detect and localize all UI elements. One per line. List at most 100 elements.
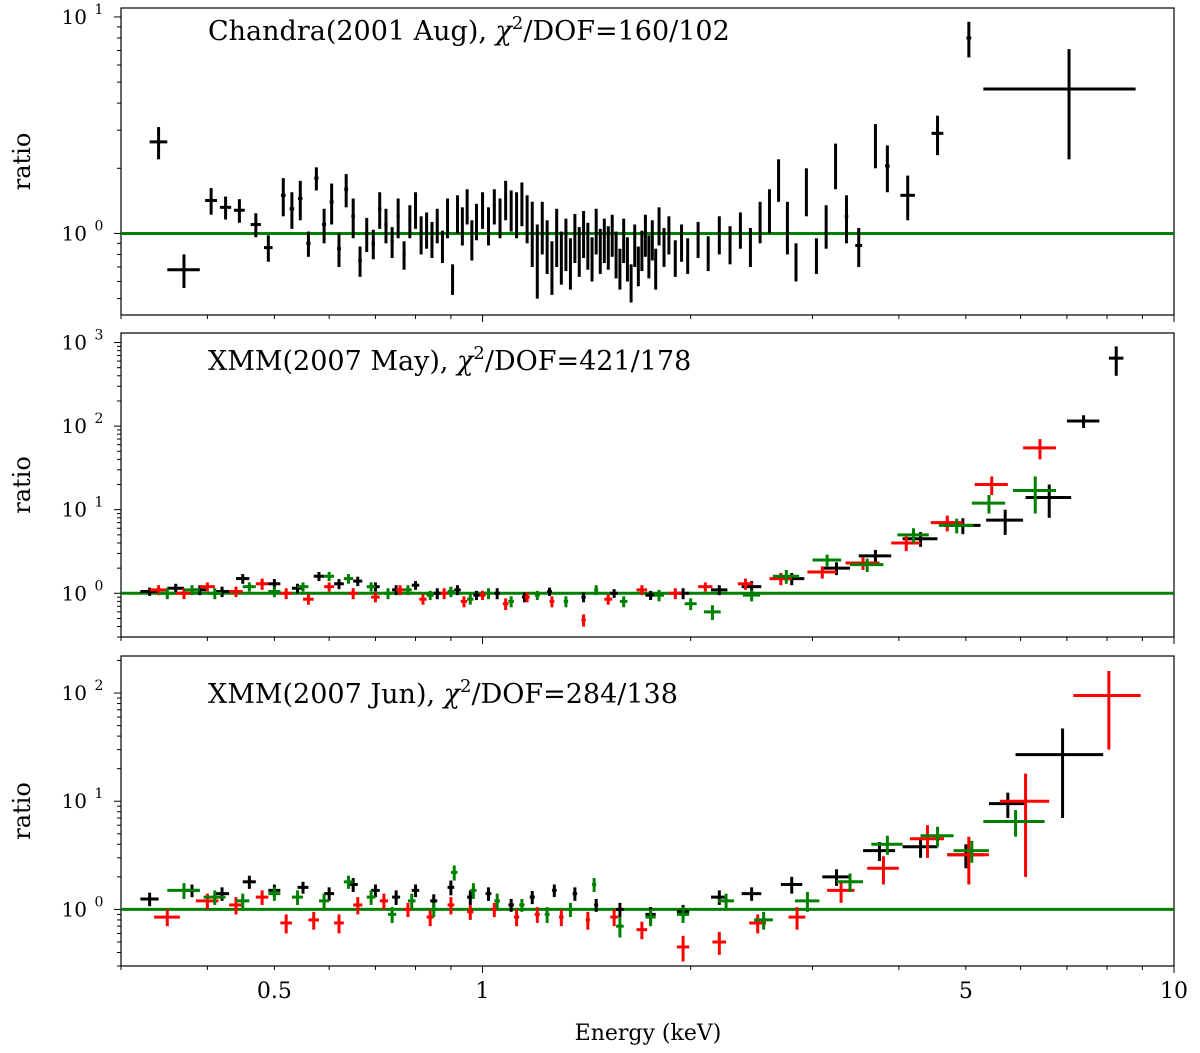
data-point (572, 887, 578, 901)
data-point (414, 192, 418, 229)
data-point (717, 893, 734, 910)
data-point (812, 554, 842, 567)
data-point (289, 192, 295, 229)
data-point (711, 585, 728, 596)
data-point (604, 594, 613, 605)
data-point (676, 907, 690, 923)
y-ticks (114, 16, 121, 300)
data-point (467, 904, 474, 920)
data-point (440, 588, 448, 600)
data-point (871, 835, 903, 855)
data-point (404, 585, 412, 596)
data-point (515, 192, 519, 239)
y-tick-label: 10 (62, 498, 87, 522)
data-point (467, 594, 474, 605)
data-point (834, 143, 838, 190)
data-point (481, 192, 485, 229)
data-point (366, 582, 376, 592)
y-tick-exponent: 2 (95, 411, 104, 427)
data-point (205, 188, 217, 215)
data-point (999, 773, 1050, 877)
y-tick-exponent: 1 (95, 2, 104, 18)
data-point (473, 590, 480, 601)
x-tick-label: 10 (1160, 979, 1188, 1004)
data-point (255, 890, 269, 905)
data-point (520, 182, 524, 227)
data-point (577, 227, 581, 277)
data-point (1023, 439, 1056, 460)
data-point (402, 241, 406, 270)
y-tick-label: 10 (62, 681, 87, 705)
data-point (291, 890, 304, 905)
data-point (337, 233, 341, 267)
data-point (430, 902, 438, 918)
data-point (619, 596, 628, 608)
data-point (485, 588, 492, 600)
data-point (891, 536, 921, 552)
data-point (1108, 346, 1124, 376)
data-point (657, 207, 661, 246)
data-point (938, 518, 974, 534)
data-point (479, 590, 486, 601)
data-point (214, 887, 230, 901)
data-point (371, 229, 376, 260)
data-point (547, 587, 552, 596)
data-point (465, 189, 469, 225)
data-point (673, 240, 677, 277)
data-point (229, 586, 243, 598)
data-point (236, 574, 250, 584)
data-point (902, 837, 938, 858)
data-point (318, 893, 330, 910)
data-point (686, 238, 690, 274)
x-ticks (120, 637, 1175, 644)
data-point (629, 264, 633, 303)
data-point (329, 183, 334, 225)
data-point (988, 792, 1026, 818)
data-point (582, 210, 586, 259)
x-tick-label: 5 (959, 979, 973, 1004)
data-point (149, 127, 168, 160)
data-point (610, 214, 614, 257)
data-point (435, 208, 439, 244)
data-point (573, 213, 577, 264)
data-point (737, 578, 753, 590)
data-point (885, 145, 890, 193)
data-point (625, 237, 629, 282)
data-point (712, 931, 727, 955)
panel-xmm-jun: 10 0 10 1 10 2 0.5 1 5 10 ratio XMM(2007 Jun), χ2/D… (8, 655, 1188, 1004)
data-point (966, 21, 972, 58)
data-point (559, 909, 564, 927)
data-point (306, 231, 311, 257)
data-point (667, 216, 671, 255)
y-tick-label: 10 (62, 897, 87, 921)
data-point (364, 217, 369, 253)
data-point (508, 596, 514, 608)
data-point (433, 588, 441, 600)
data-point (748, 227, 752, 267)
data-point (777, 159, 781, 202)
data-point (647, 235, 651, 279)
data-point (920, 826, 954, 847)
data-point (322, 208, 327, 244)
data-point (358, 246, 362, 277)
series-Chandra (149, 21, 1136, 303)
data-point (983, 49, 1136, 160)
data-point (509, 190, 513, 232)
data-point (280, 588, 292, 600)
data-point (594, 208, 598, 255)
data-point (1012, 476, 1056, 514)
data-point (610, 909, 619, 927)
data-point (794, 243, 798, 282)
panel-annotation: XMM(2007 Jun), χ2/DOF=284/138 (208, 676, 678, 710)
data-point (384, 208, 388, 244)
data-point (535, 224, 539, 299)
data-point (207, 588, 223, 600)
data-point (308, 911, 319, 930)
data-point (456, 195, 460, 234)
data-point (525, 195, 529, 244)
y-tick-label: 10 (62, 221, 87, 245)
data-point (643, 214, 647, 257)
data-point (728, 226, 732, 265)
series-black (140, 346, 1124, 603)
data-point (297, 881, 309, 894)
